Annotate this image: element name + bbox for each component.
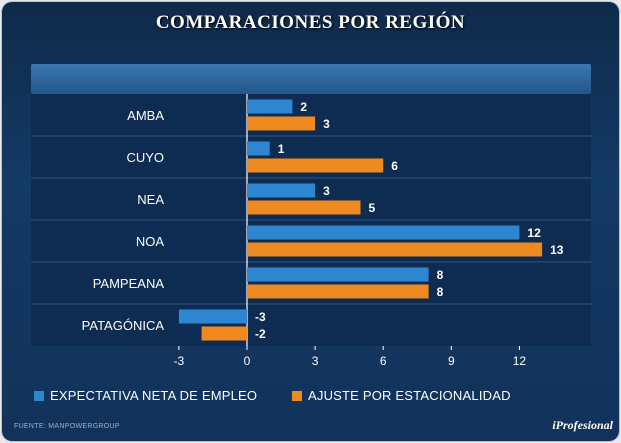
x-tick-label: 12 bbox=[513, 354, 527, 368]
header-band bbox=[31, 64, 591, 94]
data-label: 8 bbox=[437, 268, 444, 282]
bar bbox=[247, 158, 384, 173]
bar bbox=[247, 267, 429, 282]
data-label: 3 bbox=[323, 117, 330, 131]
legend-item-expectativa: EXPECTATIVA NETA DE EMPLEO bbox=[34, 388, 257, 403]
source-note: FUENTE: MANPOWERGROUP bbox=[14, 423, 120, 430]
data-label: 12 bbox=[527, 226, 541, 240]
data-label: 6 bbox=[391, 159, 398, 173]
x-tick-label: 0 bbox=[244, 354, 251, 368]
category-label: NEA bbox=[137, 192, 164, 207]
x-tick-label: 3 bbox=[312, 354, 319, 368]
legend-label-ajuste: AJUSTE POR ESTACIONALIDAD bbox=[308, 388, 511, 403]
bar bbox=[247, 200, 361, 215]
category-label: NOA bbox=[136, 234, 165, 249]
bar bbox=[247, 225, 520, 240]
bar bbox=[247, 242, 543, 257]
data-label: -3 bbox=[255, 310, 266, 324]
category-label: CUYO bbox=[126, 150, 164, 165]
data-label: 1 bbox=[278, 142, 285, 156]
data-label: 13 bbox=[550, 243, 564, 257]
bar bbox=[178, 309, 247, 324]
data-label: 3 bbox=[323, 184, 330, 198]
legend-swatch-ajuste bbox=[292, 391, 302, 401]
x-tick-label: 9 bbox=[448, 354, 455, 368]
legend-label-expectativa: EXPECTATIVA NETA DE EMPLEO bbox=[50, 388, 258, 403]
chart-title: COMPARACIONES POR REGIÓN bbox=[155, 12, 466, 33]
brand-logo-text: iProfesional bbox=[552, 418, 613, 432]
category-label: AMBA bbox=[127, 108, 164, 123]
bar bbox=[201, 326, 247, 341]
data-label: 8 bbox=[437, 285, 444, 299]
bar bbox=[247, 183, 316, 198]
x-tick-label: -3 bbox=[174, 354, 185, 368]
bar bbox=[247, 141, 270, 156]
x-tick-label: 6 bbox=[380, 354, 387, 368]
bar bbox=[247, 116, 316, 131]
legend-item-ajuste: AJUSTE POR ESTACIONALIDAD bbox=[292, 388, 511, 403]
category-label: PATAGÓNICA bbox=[82, 318, 165, 333]
bar bbox=[247, 99, 293, 114]
bar bbox=[247, 284, 429, 299]
data-label: -2 bbox=[255, 327, 266, 341]
data-label: 5 bbox=[369, 201, 376, 215]
legend-swatch-expectativa bbox=[34, 391, 44, 401]
category-label: PAMPEANA bbox=[93, 276, 165, 291]
data-label: 2 bbox=[300, 100, 307, 114]
